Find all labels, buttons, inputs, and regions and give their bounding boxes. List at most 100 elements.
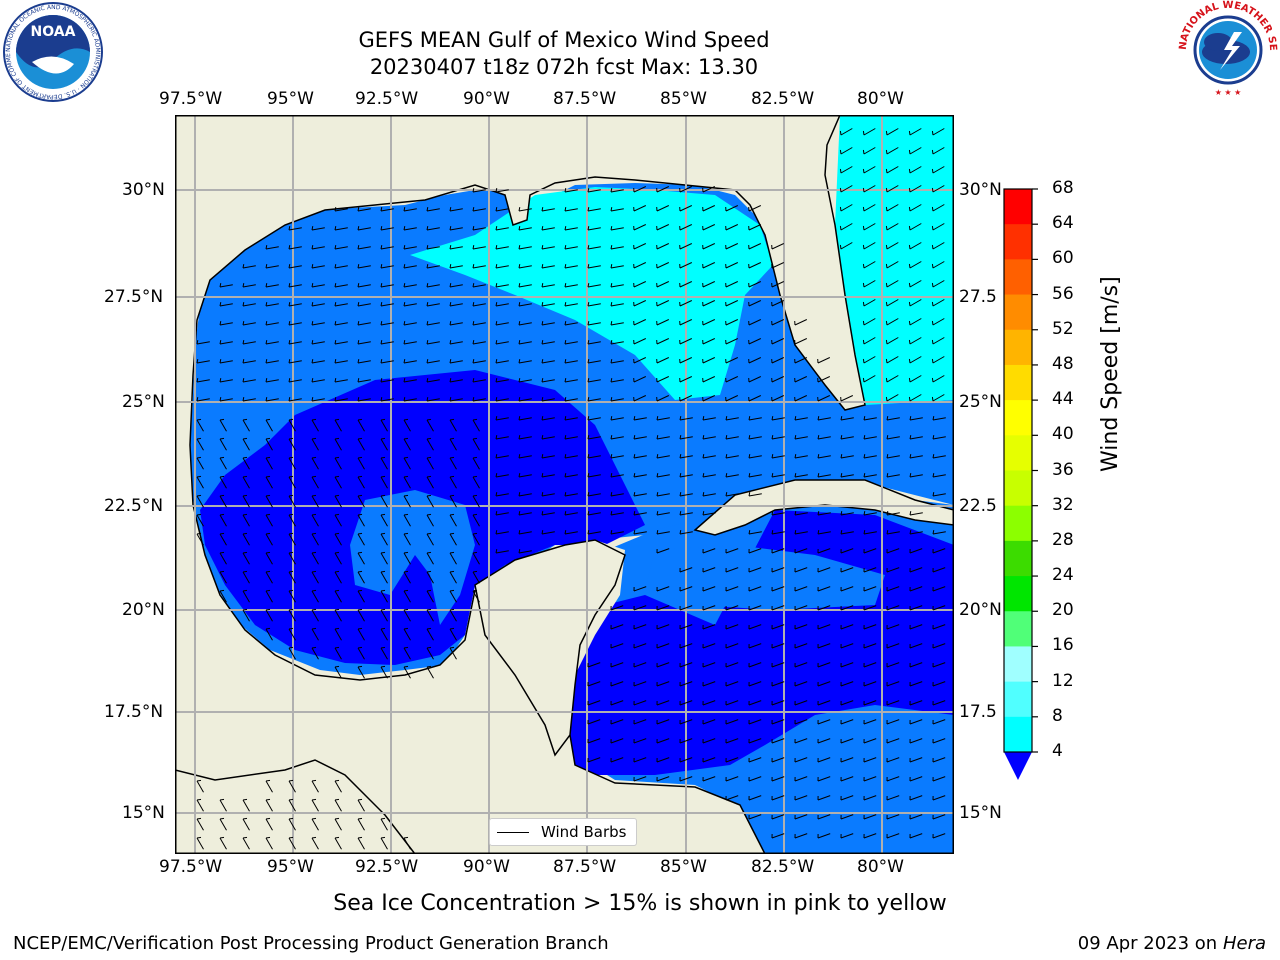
wind-barb bbox=[863, 586, 877, 592]
wind-barb bbox=[794, 833, 808, 839]
wind-barb bbox=[794, 434, 808, 440]
wind-barb bbox=[219, 418, 227, 432]
wind-barb bbox=[288, 282, 302, 288]
wind-barb bbox=[840, 586, 854, 592]
wind-barb bbox=[886, 548, 900, 554]
wind-barb bbox=[702, 738, 716, 744]
wind-barb bbox=[633, 434, 647, 440]
wind-barb bbox=[265, 627, 273, 641]
wind-barb bbox=[403, 665, 411, 679]
wind-barb bbox=[495, 434, 509, 440]
colorbar-title: Wind Speed [m/s] bbox=[1098, 276, 1123, 472]
wind-barb bbox=[242, 570, 250, 584]
wind-barb bbox=[242, 282, 256, 288]
wind-barb bbox=[472, 532, 480, 546]
wind-barb bbox=[633, 281, 647, 288]
wind-barb bbox=[334, 456, 342, 470]
wind-barb bbox=[357, 377, 371, 383]
wind-barb bbox=[288, 225, 302, 231]
lon-label-top: 85°W bbox=[660, 89, 707, 109]
wind-barb bbox=[817, 719, 831, 725]
wind-barb bbox=[840, 548, 854, 554]
wind-barb bbox=[472, 377, 486, 383]
wind-barb bbox=[702, 624, 716, 630]
wind-barb bbox=[748, 472, 762, 478]
wind-barb bbox=[357, 551, 365, 565]
wind-barb bbox=[196, 377, 210, 383]
wind-barb bbox=[518, 472, 532, 478]
wind-barb bbox=[541, 377, 555, 383]
wind-barb bbox=[633, 662, 647, 668]
wind-barb bbox=[840, 719, 854, 725]
wind-barb bbox=[242, 817, 250, 831]
wind-barb bbox=[885, 318, 899, 326]
wind-barb bbox=[610, 681, 624, 687]
wind-barb bbox=[426, 263, 440, 269]
wind-barb bbox=[633, 319, 647, 326]
wind-barb bbox=[794, 453, 808, 459]
wind-barb bbox=[403, 456, 411, 470]
wind-barb bbox=[863, 415, 877, 421]
wind-barb bbox=[495, 510, 509, 516]
wind-barb bbox=[725, 757, 739, 763]
wind-barb bbox=[242, 798, 250, 812]
wind-barb bbox=[357, 301, 371, 307]
wind-barb bbox=[702, 719, 716, 725]
wind-barb bbox=[771, 395, 785, 402]
wind-barb bbox=[886, 624, 900, 630]
wind-barb bbox=[403, 646, 411, 660]
colorbar-band bbox=[1004, 400, 1032, 436]
wind-barb bbox=[380, 589, 388, 603]
wind-barb bbox=[771, 300, 785, 307]
wind-barb bbox=[288, 301, 302, 307]
wind-barb bbox=[748, 529, 762, 535]
wind-barb bbox=[748, 548, 762, 554]
wind-barb bbox=[885, 128, 899, 136]
wind-barb bbox=[679, 281, 693, 288]
wind-barb bbox=[817, 814, 831, 820]
wind-barb bbox=[564, 187, 578, 193]
coastline-pacific bbox=[175, 759, 416, 854]
wind-barb bbox=[219, 836, 227, 850]
wind-barb bbox=[518, 301, 532, 307]
wind-barb bbox=[311, 532, 319, 546]
wind-barb bbox=[610, 662, 624, 668]
wind-barb bbox=[862, 280, 876, 288]
wind-barb bbox=[679, 338, 693, 345]
wind-barb bbox=[380, 513, 388, 527]
wind-barb bbox=[472, 551, 480, 565]
map-panel bbox=[175, 115, 954, 854]
map-legend: Wind Barbs bbox=[489, 818, 637, 846]
wind-barb bbox=[564, 301, 578, 307]
wind-barb bbox=[219, 396, 233, 402]
wind-barb bbox=[679, 586, 693, 592]
wind-barb bbox=[334, 396, 348, 402]
wind-barb bbox=[610, 453, 624, 459]
wind-barb bbox=[587, 434, 601, 440]
wind-barb bbox=[196, 532, 204, 546]
wind-barb bbox=[909, 833, 923, 839]
wind-barb bbox=[885, 356, 899, 364]
wind-barb bbox=[196, 798, 204, 812]
wind-barb bbox=[771, 434, 785, 440]
wind-barb bbox=[357, 836, 365, 850]
wind-barb bbox=[908, 299, 922, 307]
wind-barb bbox=[288, 244, 302, 250]
wind-barb bbox=[288, 339, 302, 345]
colorbar-band bbox=[1004, 259, 1032, 296]
wind-barb bbox=[794, 395, 808, 402]
wind-barb bbox=[357, 475, 365, 489]
branch-credit: NCEP/EMC/Verification Post Processing Pr… bbox=[13, 933, 609, 954]
wind-barb bbox=[656, 510, 670, 516]
wind-barb bbox=[748, 243, 762, 250]
lat-label-right: 22.5 bbox=[959, 496, 997, 516]
lon-label-top: 97.5°W bbox=[159, 89, 223, 109]
wind-barb bbox=[886, 453, 900, 459]
wind-barb bbox=[863, 814, 877, 820]
wind-barb bbox=[908, 318, 922, 326]
wind-barb bbox=[541, 301, 555, 307]
wind-barb bbox=[495, 320, 509, 326]
wind-barb bbox=[265, 377, 279, 383]
wind-barb bbox=[334, 339, 348, 345]
wind-barb bbox=[219, 570, 227, 584]
